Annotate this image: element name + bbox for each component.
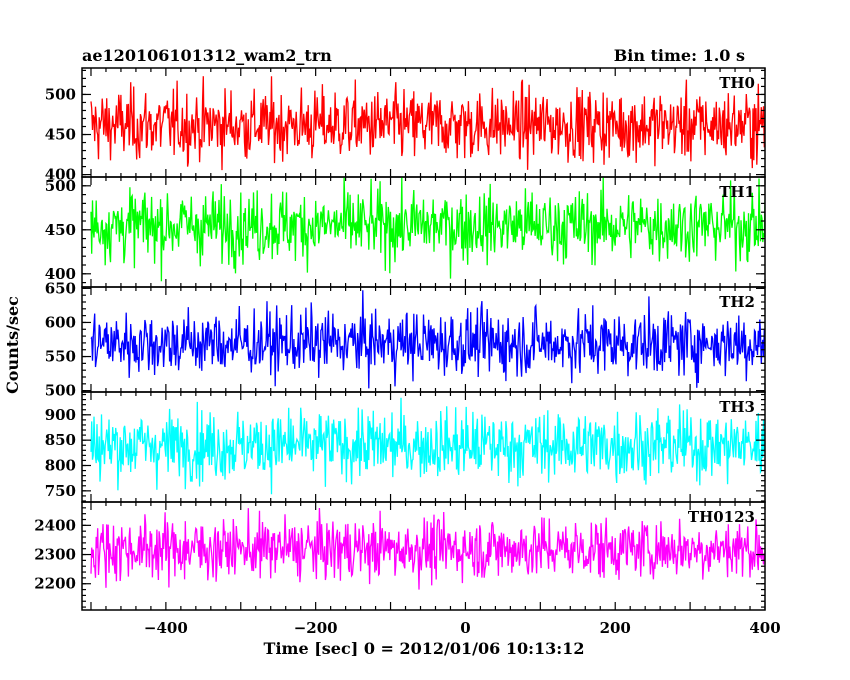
panel-label: TH0 bbox=[719, 74, 755, 92]
y-tick-label: 500 bbox=[45, 382, 76, 400]
x-tick-label: 400 bbox=[749, 619, 780, 637]
x-tick-label: 200 bbox=[600, 619, 631, 637]
y-tick-label: 450 bbox=[45, 221, 76, 239]
panel-th3: 750 800 850 900 TH3 bbox=[45, 391, 766, 503]
y-tick-label: 850 bbox=[45, 431, 76, 449]
y-tick-label: 500 bbox=[45, 177, 76, 195]
panel-th2: 500 550 600 650 TH2 bbox=[45, 279, 766, 400]
y-tick-label: 550 bbox=[45, 348, 76, 366]
y-tick-label: 450 bbox=[45, 126, 76, 144]
y-tick-label: 650 bbox=[45, 279, 76, 297]
x-axis-label: Time [sec] 0 = 2012/01/06 10:13:12 bbox=[264, 639, 585, 658]
y-tick-label: 500 bbox=[45, 85, 76, 103]
chart-title: ae120106101312_wam2_trn bbox=[82, 46, 332, 65]
panel-th0123: 2200 2300 2400 TH0123 bbox=[34, 501, 766, 611]
series-line-th0 bbox=[90, 76, 765, 171]
panel-th1: 400 450 500 TH1 bbox=[45, 176, 766, 288]
x-tick-label: 0 bbox=[460, 619, 470, 637]
series-line-th1 bbox=[90, 177, 765, 282]
panel-label: TH3 bbox=[719, 398, 755, 416]
panel-group: 400 450 500 TH0 400 450 500 TH1 500 550 600 650 TH2 7… bbox=[34, 67, 766, 611]
panel-th0: 400 450 500 TH0 bbox=[45, 67, 766, 184]
y-tick-label: 2400 bbox=[34, 516, 76, 534]
y-tick-label: 900 bbox=[45, 406, 76, 424]
series-line-th0123 bbox=[90, 507, 765, 590]
x-axis: −400 −200 0 200 400 bbox=[144, 619, 781, 637]
x-tick-label: −200 bbox=[294, 619, 338, 637]
x-tick-label: −400 bbox=[144, 619, 188, 637]
panel-label: TH0123 bbox=[688, 508, 755, 526]
y-tick-label: 800 bbox=[45, 457, 76, 475]
series-line-th2 bbox=[90, 290, 765, 389]
panel-label: TH2 bbox=[719, 293, 755, 311]
panel-label: TH1 bbox=[719, 183, 755, 201]
y-tick-label: 400 bbox=[45, 166, 76, 184]
panel-frame bbox=[81, 501, 766, 611]
y-tick-label: 2200 bbox=[34, 575, 76, 593]
y-tick-label: 400 bbox=[45, 265, 76, 283]
y-tick-label: 750 bbox=[45, 482, 76, 500]
y-tick-label: 2300 bbox=[34, 546, 76, 564]
bin-time-label: Bin time: 1.0 s bbox=[614, 46, 745, 65]
y-axis-label: Counts/sec bbox=[3, 296, 22, 394]
y-tick-label: 600 bbox=[45, 313, 76, 331]
series-line-th3 bbox=[90, 397, 765, 495]
